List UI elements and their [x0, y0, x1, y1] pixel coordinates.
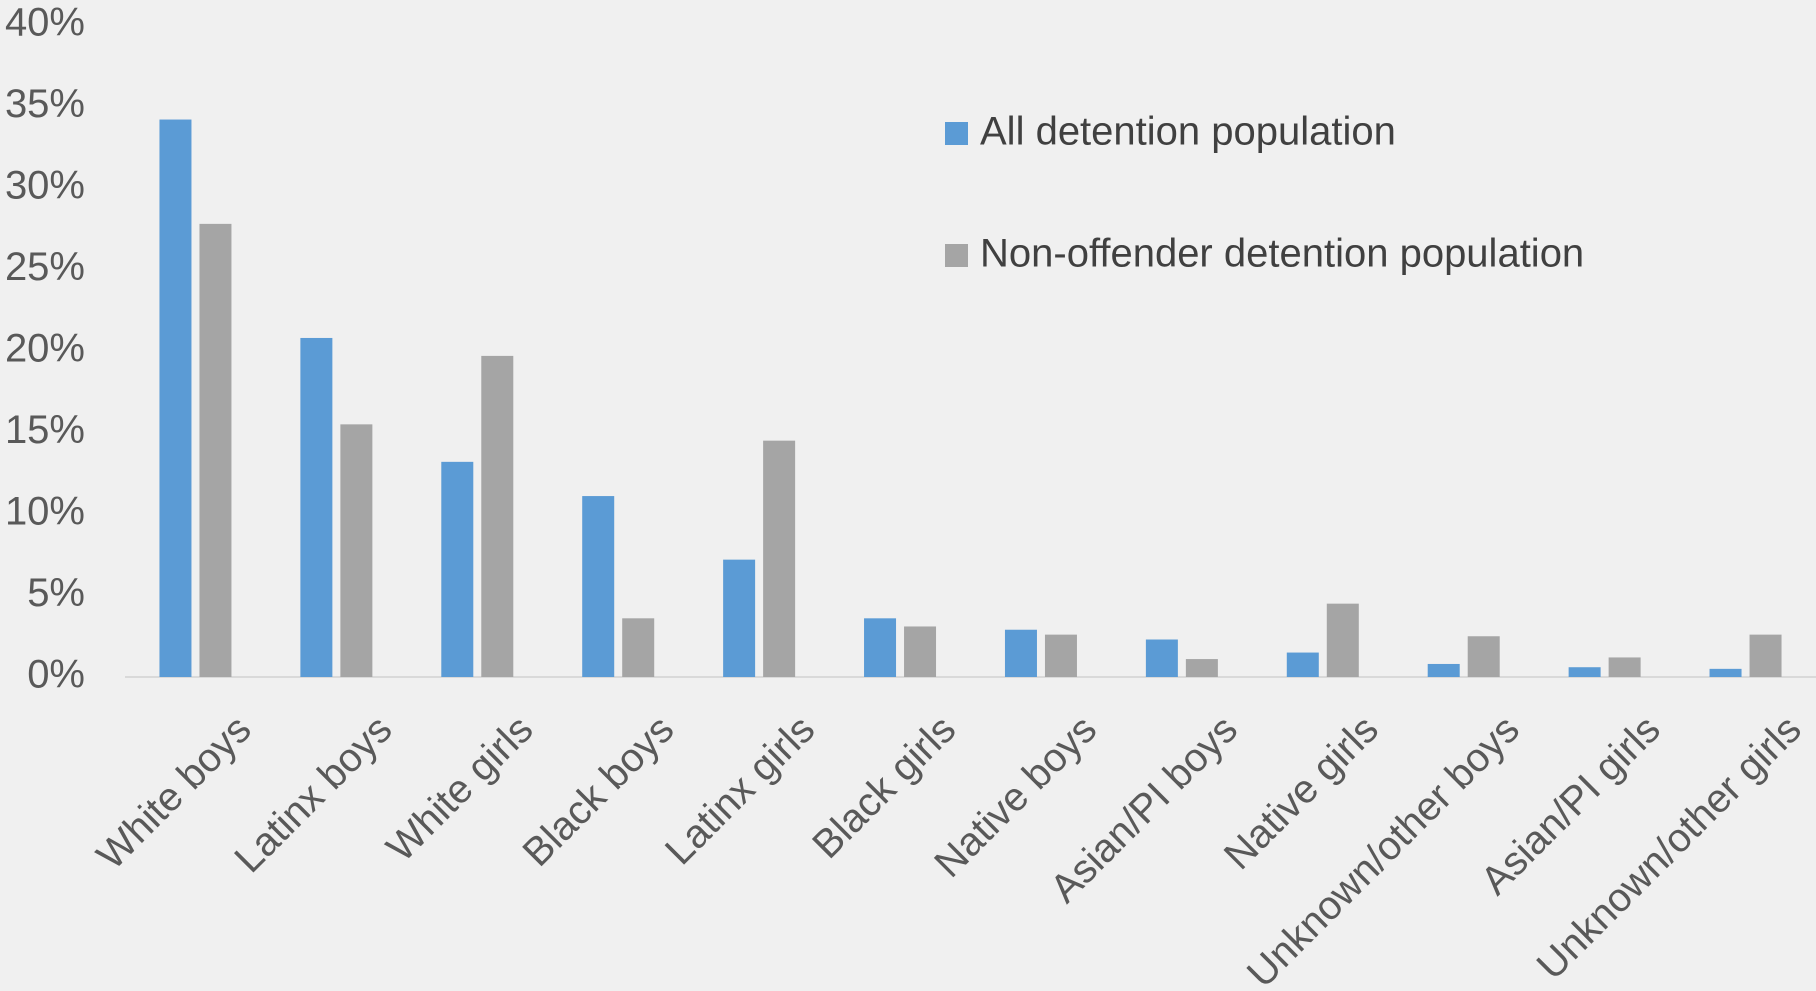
bar-all-detention: [300, 337, 333, 677]
x-tick-label: Black boys: [514, 707, 682, 875]
y-tick-label: 5%: [27, 571, 85, 615]
x-tick-label: Unknown/other girls: [1529, 707, 1810, 988]
x-tick-label: Unknown/other boys: [1239, 707, 1528, 991]
y-tick-label: 15%: [5, 408, 85, 452]
bar-non-offender: [481, 355, 514, 677]
legend-label: All detention population: [980, 110, 1396, 154]
bar-all-detention: [159, 119, 192, 678]
y-tick-label: 25%: [5, 245, 85, 289]
bar-all-detention: [441, 461, 474, 677]
bar-non-offender: [1749, 634, 1782, 677]
bar-non-offender: [904, 626, 937, 677]
bar-all-detention: [582, 496, 615, 677]
legend-swatch: [945, 122, 968, 145]
legend-swatch: [945, 244, 968, 267]
legend: All detention population Non-offender det…: [945, 110, 1584, 276]
bar-non-offender: [1608, 657, 1641, 677]
bar-all-detention: [723, 559, 756, 677]
y-axis: 0% 5% 10% 15% 20% 25% 30% 35% 40%: [5, 1, 85, 697]
y-tick-label: 35%: [5, 82, 85, 126]
bar-all-detention: [1286, 652, 1319, 677]
bar-all-detention: [864, 618, 897, 677]
bar-all-detention: [1004, 629, 1037, 677]
bar-all-detention: [1145, 639, 1178, 677]
bar-non-offender: [199, 223, 232, 678]
bar-all-detention: [1568, 667, 1601, 677]
bar-non-offender: [1044, 634, 1077, 677]
bar-non-offender: [622, 618, 655, 677]
bar-non-offender: [1326, 603, 1359, 677]
y-tick-label: 0%: [27, 653, 85, 697]
bar-non-offender: [763, 440, 796, 677]
y-tick-label: 30%: [5, 164, 85, 208]
bar-non-offender: [1185, 659, 1218, 677]
y-tick-label: 40%: [5, 1, 85, 45]
bar-non-offender: [1467, 636, 1500, 677]
legend-label: Non-offender detention population: [980, 232, 1584, 276]
y-tick-label: 10%: [5, 490, 85, 534]
y-tick-label: 20%: [5, 327, 85, 371]
bar-non-offender: [340, 424, 373, 677]
bars: [159, 119, 1782, 678]
bar-all-detention: [1709, 668, 1742, 677]
bar-all-detention: [1427, 663, 1460, 677]
x-tick-label: Latinx girls: [657, 707, 823, 873]
